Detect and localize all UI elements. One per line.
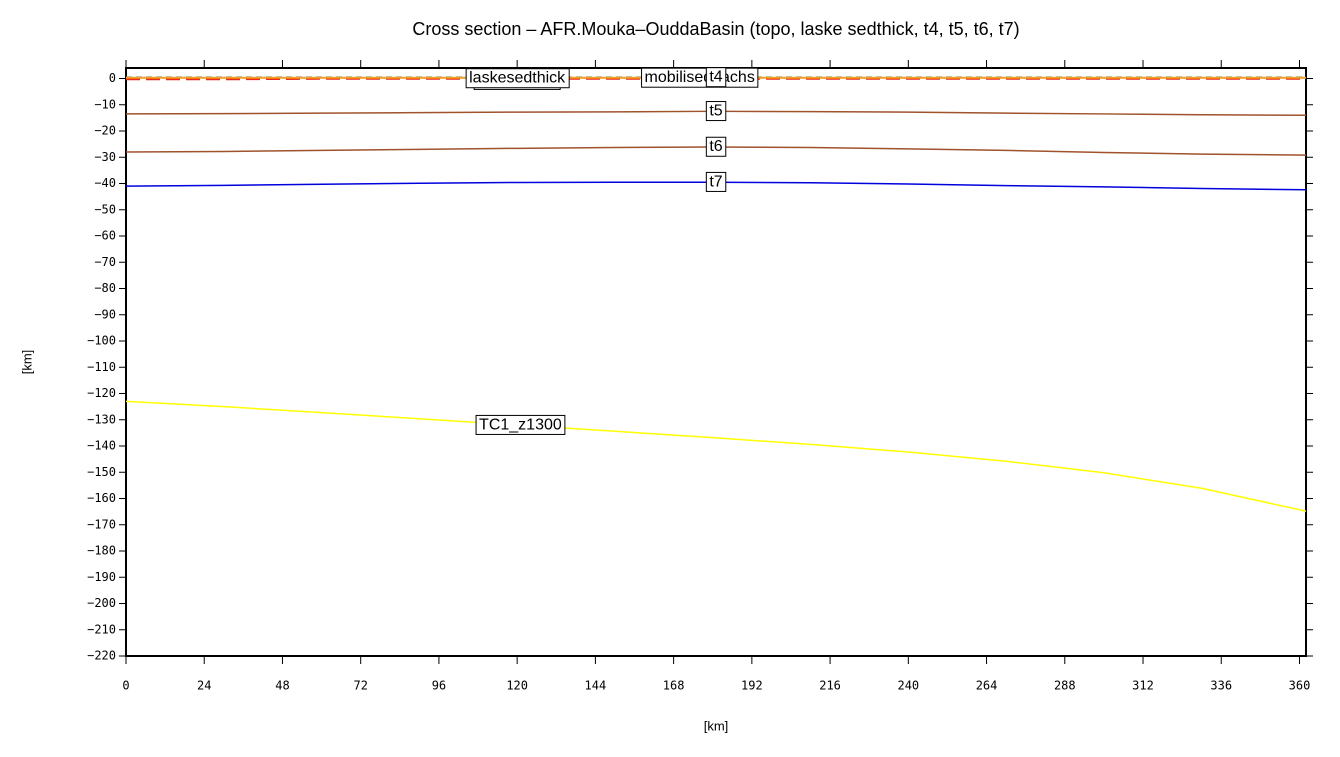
y-tick-label: −190 [87,570,116,584]
y-tick-label: −10 [94,97,116,111]
series-label-box [705,67,727,88]
y-tick-label: −80 [94,281,116,295]
series-label-text: t6 [709,138,722,155]
series-label-text: t7 [709,173,722,190]
x-tick-label: 360 [1289,679,1311,693]
series-label-box [475,414,566,435]
y-tick-label: −150 [87,465,116,479]
chart-title: Cross section – AFR.Mouka–OuddaBasin (to… [412,19,1019,39]
x-tick-label: 0 [122,679,129,693]
x-tick-label: 72 [353,679,367,693]
series-line [125,400,1307,512]
y-tick-label: −100 [87,334,116,348]
x-tick-label: 96 [432,679,446,693]
y-tick-label: −50 [94,202,116,216]
series-label-text: t4 [709,69,722,86]
y-tick-label: −20 [94,124,116,138]
x-tick-label: 312 [1132,679,1154,693]
series-label-text: mobilisedpachs [645,69,755,86]
y-tick-label: −200 [87,596,116,610]
x-tick-label: 264 [976,679,998,693]
y-axis-label: [km] [19,350,34,375]
y-tick-label: −210 [87,622,116,636]
x-tick-label: 336 [1210,679,1232,693]
y-tick-label: −160 [87,491,116,505]
series-label-box [705,101,727,122]
y-tick-label: −60 [94,229,116,243]
y-tick-label: −110 [87,360,116,374]
y-tick-label: −220 [87,649,116,663]
x-axis-label: [km] [704,718,729,733]
series-label-box [705,136,727,157]
series-label-box [641,67,759,88]
x-tick-label: 192 [741,679,763,693]
y-tick-label: −130 [87,412,116,426]
x-tick-label: 168 [663,679,685,693]
x-tick-label: 144 [585,679,607,693]
x-tick-label: 288 [1054,679,1076,693]
x-tick-label: 216 [819,679,841,693]
y-tick-label: −180 [87,544,116,558]
series-label-text: laskesedthick [469,70,566,87]
x-tick-label: 48 [275,679,289,693]
x-tick-label: 240 [897,679,919,693]
series-label-text: t5 [709,103,722,120]
series-label-box [465,68,570,89]
series-label-text: TC1_z1300 [479,416,562,433]
y-tick-label: 0 [109,71,116,85]
y-tick-label: −120 [87,386,116,400]
y-tick-label: −140 [87,439,116,453]
y-tick-label: −90 [94,307,116,321]
series-label-box [705,171,727,192]
x-tick-label: 120 [506,679,528,693]
y-tick-label: −70 [94,255,116,269]
y-tick-label: −30 [94,150,116,164]
x-tick-label: 24 [197,679,211,693]
y-tick-label: −40 [94,176,116,190]
y-tick-label: −170 [87,517,116,531]
